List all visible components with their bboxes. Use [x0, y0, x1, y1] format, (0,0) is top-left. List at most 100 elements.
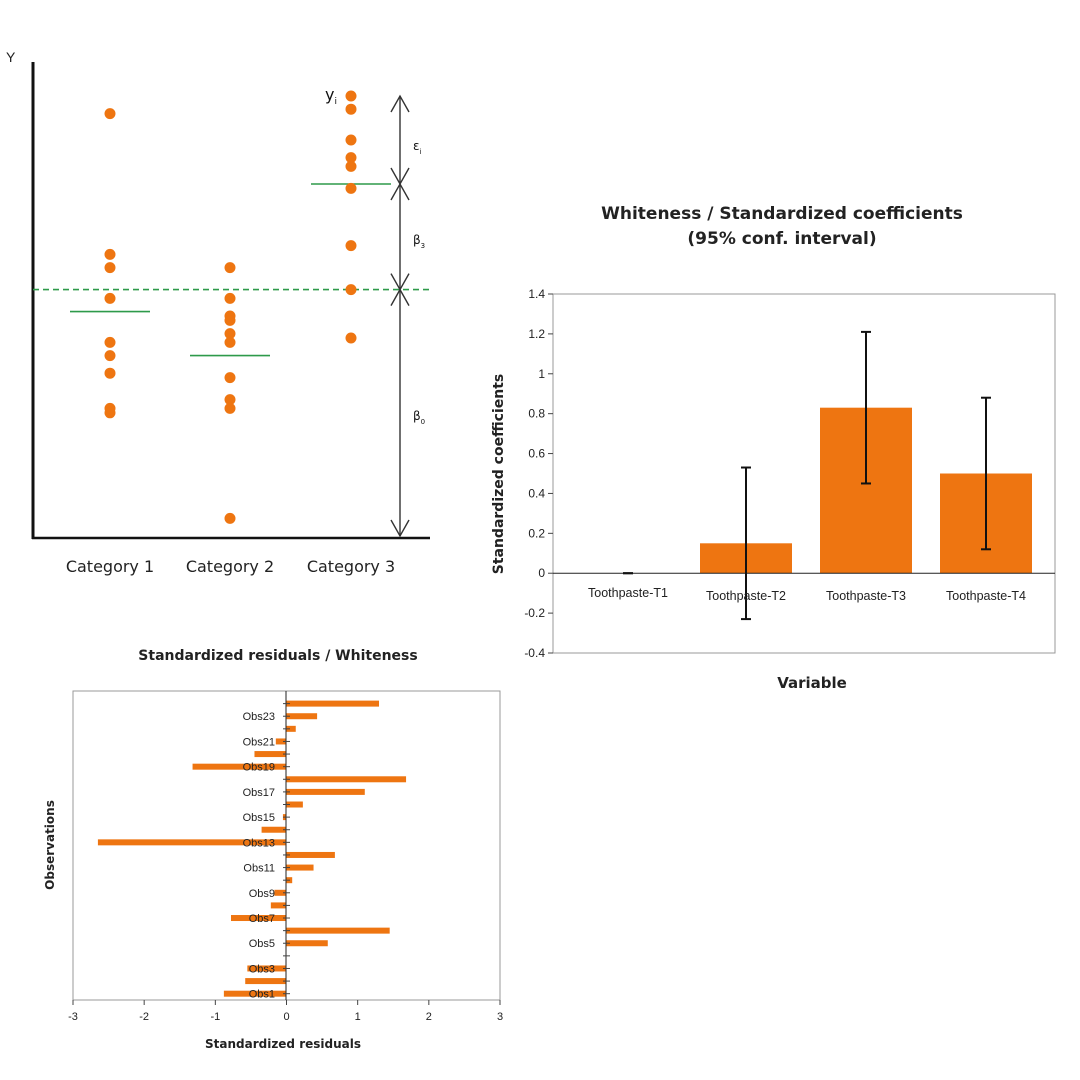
observation-point-cat3-2	[345, 103, 357, 115]
beta0-subscript: 0	[421, 418, 425, 426]
observation-point-cat3-7	[345, 240, 357, 252]
coef-y-tick-label: 0.8	[528, 407, 545, 421]
observation-point-cat2-10	[224, 512, 236, 524]
resid-x-tick-label: 2	[426, 1011, 432, 1023]
residual-bar-obs6	[286, 927, 390, 934]
svg-text:β3: β3	[413, 233, 425, 250]
observation-point-cat1-2	[104, 248, 116, 260]
resid-y-tick-label-obs13: Obs13	[243, 837, 275, 849]
residual-bar-obs20	[254, 751, 287, 758]
observation-point-cat3-5	[345, 160, 357, 172]
svg-text:εi: εi	[413, 139, 422, 156]
anova-schematic-panel: Y Category 1 Category 2 Category 3 yi εi β…	[6, 49, 430, 576]
observation-point-cat1-1	[104, 108, 116, 120]
category-label-category-3: Category 3	[307, 557, 395, 576]
beta3-subscript: 3	[421, 242, 425, 250]
observation-point-cat1-3	[104, 262, 116, 274]
coef-y-tick-label: 0.4	[528, 486, 545, 500]
arrowhead-mean3-down	[390, 182, 410, 201]
coef-x-axis-title: Variable	[777, 674, 847, 692]
observation-point-cat3-1	[345, 90, 357, 102]
beta3-label: β	[413, 233, 421, 247]
residual-bar-obs19	[192, 763, 287, 770]
observation-point-cat2-2	[224, 292, 236, 304]
residuals-chart-panel: Standardized residuals / Whiteness Obser…	[43, 648, 503, 1051]
resid-x-tick-label: -1	[210, 1011, 220, 1023]
residual-bar-obs11	[286, 864, 314, 871]
arrowhead-top	[390, 94, 410, 113]
coef-y-axis-title: Standardized coefficients	[491, 374, 507, 575]
observation-point-cat2-1	[224, 262, 236, 274]
beta0-label: β	[413, 409, 421, 423]
resid-x-tick-label: -2	[139, 1011, 149, 1023]
coef-y-tick-label: 0.2	[528, 526, 545, 540]
residual-bar-obs12	[286, 851, 335, 858]
observation-point-cat1-7	[104, 367, 116, 379]
effect-arrows	[390, 94, 410, 538]
resid-y-tick-label-obs11: Obs11	[243, 863, 275, 875]
observation-point-cat3-6	[345, 182, 357, 194]
coef-y-tick-label: 0.6	[528, 447, 545, 461]
residual-bar-obs8	[270, 902, 287, 909]
observation-point-cat2-9	[224, 402, 236, 414]
coef-y-tick-label: 1.4	[528, 287, 545, 301]
observation-point-cat3-9	[345, 332, 357, 344]
resid-y-tick-label-obs23: Obs23	[243, 711, 275, 723]
residual-bar-obs1	[223, 990, 287, 997]
observation-point-cat2-7	[224, 372, 236, 384]
coef-y-tick-label: 1	[538, 367, 545, 381]
arrowhead-overall-down	[390, 288, 410, 306]
coef-x-tick-label-toothpaste-t1: Toothpaste-T1	[588, 586, 668, 600]
resid-y-tick-label-obs9: Obs9	[249, 888, 275, 900]
observation-point-cat1-5	[104, 336, 116, 348]
arrowhead-bottom	[390, 519, 410, 538]
yi-label: y	[325, 85, 334, 104]
epsilon-label: ε	[413, 139, 420, 153]
coefficients-chart-panel: Whiteness / Standardized coefficients (9…	[491, 204, 1056, 692]
y-axis-label: Y	[6, 49, 16, 65]
residual-bar-obs13	[97, 839, 287, 846]
resid-x-tick-label: 0	[283, 1011, 289, 1023]
observation-point-cat2-6	[224, 336, 236, 348]
coef-chart-title: Whiteness / Standardized coefficients	[601, 204, 963, 224]
resid-y-tick-label-obs7: Obs7	[249, 913, 275, 925]
svg-text:yi: yi	[325, 85, 337, 107]
coef-chart-subtitle: (95% conf. interval)	[687, 229, 876, 249]
yi-subscript: i	[334, 97, 337, 107]
residual-bar-obs3	[247, 965, 287, 972]
coef-y-tick-label: 0	[538, 566, 545, 580]
resid-x-tick-label: -3	[68, 1011, 78, 1023]
resid-y-tick-label-obs21: Obs21	[243, 736, 275, 748]
residual-bar-obs14	[261, 826, 287, 833]
residual-bar-obs21	[275, 738, 287, 745]
resid-y-tick-label-obs17: Obs17	[243, 787, 275, 799]
observation-point-cat3-3	[345, 134, 357, 146]
residual-bar-obs16	[286, 801, 303, 808]
residual-bar-obs18	[286, 776, 407, 783]
resid-y-tick-label-obs3: Obs3	[249, 963, 275, 975]
observation-point-cat2-5	[224, 328, 236, 340]
residual-bar-obs17	[286, 788, 365, 795]
residual-bar-obs7	[230, 915, 287, 922]
residual-bar-obs22	[286, 725, 296, 732]
observation-point-cat2-4	[224, 314, 236, 326]
resid-y-tick-label-obs19: Obs19	[243, 762, 275, 774]
coef-y-tick-label: -0.4	[524, 646, 545, 660]
coef-y-tick-label: 1.2	[528, 327, 545, 341]
coef-x-tick-label-toothpaste-t4: Toothpaste-T4	[946, 589, 1026, 603]
residual-bar-obs23	[286, 713, 318, 720]
coef-x-tick-label-toothpaste-t3: Toothpaste-T3	[826, 589, 906, 603]
coef-x-tick-label-toothpaste-t2: Toothpaste-T2	[706, 589, 786, 603]
resid-x-tick-label: 1	[355, 1011, 361, 1023]
svg-text:β0: β0	[413, 409, 425, 426]
resid-y-tick-label-obs1: Obs1	[249, 989, 275, 1001]
resid-x-tick-label: 3	[497, 1011, 503, 1023]
coef-y-tick-label: -0.2	[524, 606, 545, 620]
category-label-category-2: Category 2	[186, 557, 274, 576]
category-label-category-1: Category 1	[66, 557, 154, 576]
residual-bar-obs5	[286, 940, 328, 947]
observation-point-cat2-8	[224, 394, 236, 406]
residual-bar-obs2	[245, 978, 287, 985]
observation-point-cat1-6	[104, 350, 116, 362]
